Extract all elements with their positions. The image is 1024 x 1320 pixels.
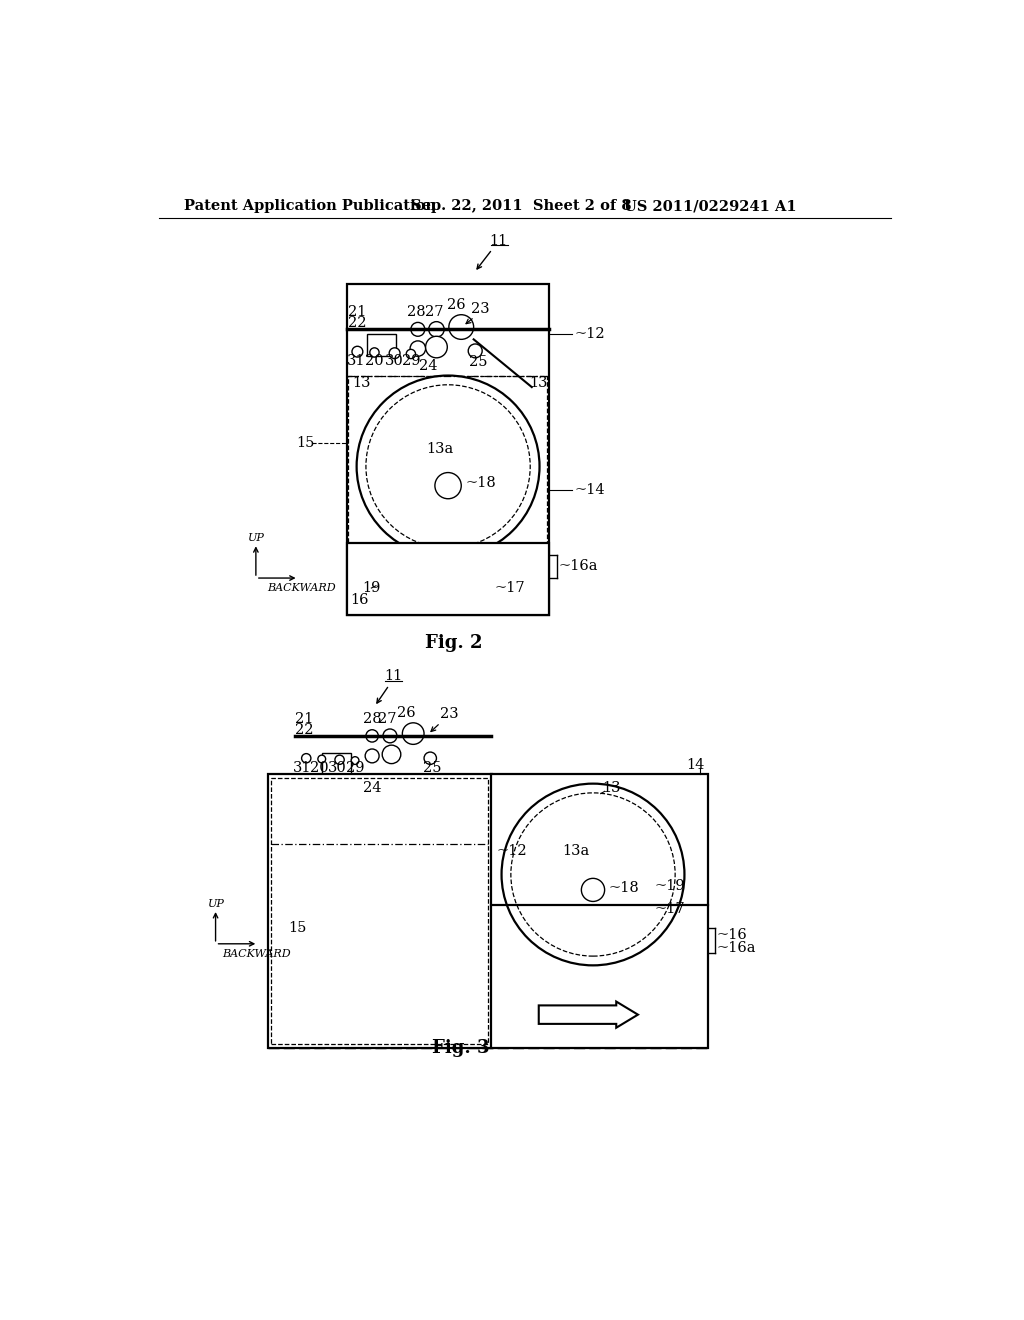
Text: 13: 13 (352, 376, 372, 391)
Circle shape (424, 752, 436, 764)
Text: 15: 15 (289, 921, 307, 936)
Text: 23: 23 (471, 301, 489, 315)
Circle shape (351, 756, 359, 764)
Circle shape (335, 755, 344, 764)
Text: ~12: ~12 (574, 327, 605, 341)
Text: ~19: ~19 (655, 879, 686, 894)
Text: BACKWARD: BACKWARD (222, 949, 291, 958)
Text: 19: 19 (362, 581, 381, 595)
Text: 21: 21 (348, 305, 367, 319)
Text: 31: 31 (347, 354, 366, 368)
Text: 14: 14 (686, 758, 705, 772)
Circle shape (435, 473, 461, 499)
Text: 16: 16 (350, 594, 369, 607)
Text: 28: 28 (407, 305, 426, 319)
Circle shape (468, 345, 482, 358)
Text: Patent Application Publication: Patent Application Publication (183, 199, 436, 213)
Text: 23: 23 (439, 708, 458, 721)
Text: 13a: 13a (426, 442, 454, 457)
Text: 26: 26 (397, 706, 416, 719)
Text: 22: 22 (348, 317, 367, 330)
Circle shape (449, 314, 474, 339)
Circle shape (407, 350, 416, 359)
Text: 30: 30 (385, 354, 403, 368)
Text: 26: 26 (446, 298, 465, 313)
Text: 13a: 13a (562, 845, 589, 858)
Text: ~17: ~17 (655, 902, 686, 916)
Bar (367, 334, 396, 355)
Text: 21: 21 (295, 711, 313, 726)
Circle shape (366, 748, 379, 763)
Bar (267, 775, 493, 1048)
Circle shape (370, 348, 379, 358)
Text: ~18: ~18 (608, 882, 639, 895)
Text: 30: 30 (328, 762, 347, 775)
Text: 20: 20 (366, 354, 384, 368)
Bar (346, 544, 549, 615)
Text: ~18: ~18 (466, 477, 497, 490)
Text: ~16: ~16 (717, 928, 748, 941)
Text: 11: 11 (489, 234, 508, 248)
Circle shape (582, 878, 604, 902)
FancyArrow shape (539, 1002, 638, 1028)
Text: ~12: ~12 (496, 845, 526, 858)
Text: ~17: ~17 (495, 581, 525, 595)
Text: BACKWARD: BACKWARD (267, 583, 336, 593)
Text: 20: 20 (310, 762, 329, 775)
Text: 24: 24 (419, 359, 437, 374)
Text: 31: 31 (293, 762, 311, 775)
Circle shape (502, 784, 684, 965)
Text: US 2011/0229241 A1: US 2011/0229241 A1 (624, 199, 797, 213)
Circle shape (429, 322, 444, 337)
Text: UP: UP (208, 899, 224, 908)
Text: 24: 24 (362, 781, 381, 795)
Text: 25: 25 (469, 355, 487, 368)
Text: 15: 15 (296, 437, 314, 450)
Text: Sep. 22, 2011  Sheet 2 of 8: Sep. 22, 2011 Sheet 2 of 8 (411, 199, 632, 213)
Text: ~14: ~14 (574, 483, 605, 496)
Circle shape (356, 376, 540, 557)
Circle shape (352, 346, 362, 358)
Circle shape (389, 348, 400, 359)
Bar (346, 284, 549, 615)
Text: 22: 22 (295, 723, 313, 737)
Text: 13: 13 (529, 376, 548, 391)
Circle shape (426, 337, 447, 358)
Text: Fig. 3: Fig. 3 (432, 1039, 490, 1057)
Bar (322, 752, 351, 775)
Text: ~16a: ~16a (717, 941, 757, 954)
Text: 11: 11 (384, 669, 402, 682)
Circle shape (366, 730, 378, 742)
Text: 27: 27 (425, 305, 443, 319)
Text: UP: UP (248, 533, 265, 543)
Text: 13: 13 (602, 781, 621, 795)
Circle shape (410, 341, 426, 356)
Bar (271, 779, 488, 1044)
Text: 25: 25 (423, 762, 441, 775)
Text: Fig. 2: Fig. 2 (425, 635, 482, 652)
Text: 28: 28 (362, 711, 382, 726)
Bar (490, 775, 708, 1048)
Circle shape (382, 744, 400, 763)
Circle shape (383, 729, 397, 743)
Circle shape (402, 723, 424, 744)
Text: ~16a: ~16a (558, 560, 598, 573)
Circle shape (411, 322, 425, 337)
Circle shape (302, 754, 311, 763)
Circle shape (317, 755, 326, 763)
Bar (348, 376, 547, 545)
Text: 27: 27 (378, 711, 397, 726)
Text: 29: 29 (346, 762, 365, 775)
Text: 29: 29 (401, 354, 420, 368)
